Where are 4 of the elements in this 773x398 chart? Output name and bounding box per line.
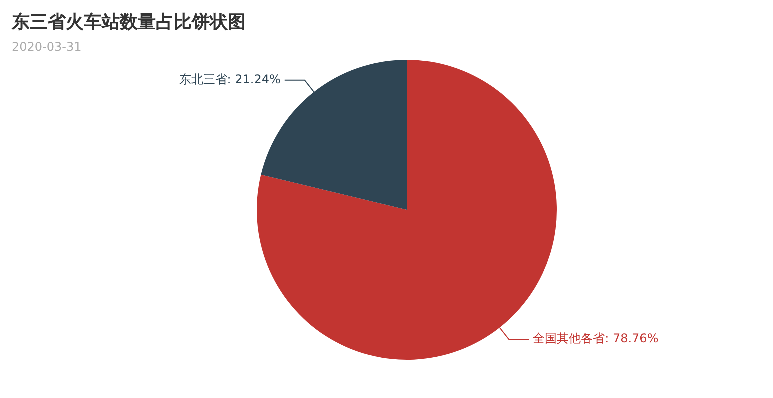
chart-title: 东三省火车站数量占比饼状图 (12, 11, 246, 34)
text: 2020-03-31 (12, 40, 82, 54)
slice-label: 全国其他各省: 78.76% (533, 332, 659, 346)
slice-label: 东北三省: 21.24% (179, 72, 281, 87)
